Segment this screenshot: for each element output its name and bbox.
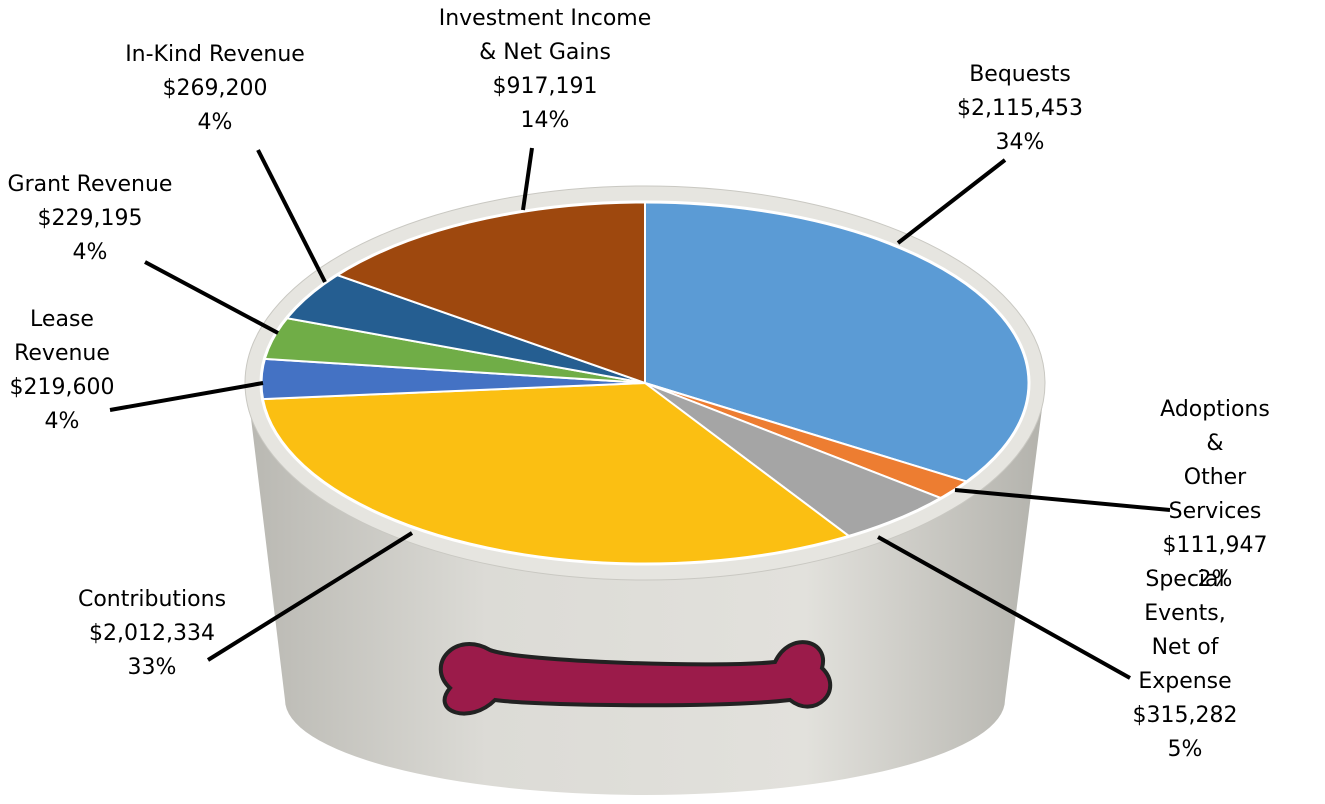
percent-label: 34%	[957, 126, 1083, 160]
category-name: In-Kind Revenue	[125, 38, 305, 72]
category-name: Lease Revenue	[10, 303, 115, 371]
category-name: Grant Revenue	[8, 168, 173, 202]
category-name: Special Events, Net of Expense	[1115, 563, 1255, 699]
category-name: Investment Income & Net Gains	[439, 2, 652, 70]
category-name: Bequests	[957, 58, 1083, 92]
category-name: Adoptions & Other Services	[1160, 393, 1270, 529]
leader-line	[145, 262, 278, 333]
value-label: $917,191	[439, 70, 652, 104]
value-label: $2,115,453	[957, 92, 1083, 126]
category-name: Contributions	[78, 583, 226, 617]
value-label: $111,947	[1160, 529, 1270, 563]
value-label: $269,200	[125, 72, 305, 106]
value-label: $315,282	[1115, 699, 1255, 733]
value-label: $219,600	[10, 371, 115, 405]
percent-label: 4%	[10, 405, 115, 439]
percent-label: 4%	[125, 106, 305, 140]
leader-line	[258, 150, 325, 282]
value-label: $229,195	[8, 202, 173, 236]
percent-label: 14%	[439, 104, 652, 138]
percent-label: 5%	[1115, 733, 1255, 767]
chart: Bequests$2,115,45334% Adoptions & Other S…	[0, 0, 1325, 804]
percent-label: 33%	[78, 651, 226, 685]
leader-line	[110, 383, 263, 410]
value-label: $2,012,334	[78, 617, 226, 651]
percent-label: 4%	[8, 236, 173, 270]
leader-line	[898, 160, 1005, 243]
